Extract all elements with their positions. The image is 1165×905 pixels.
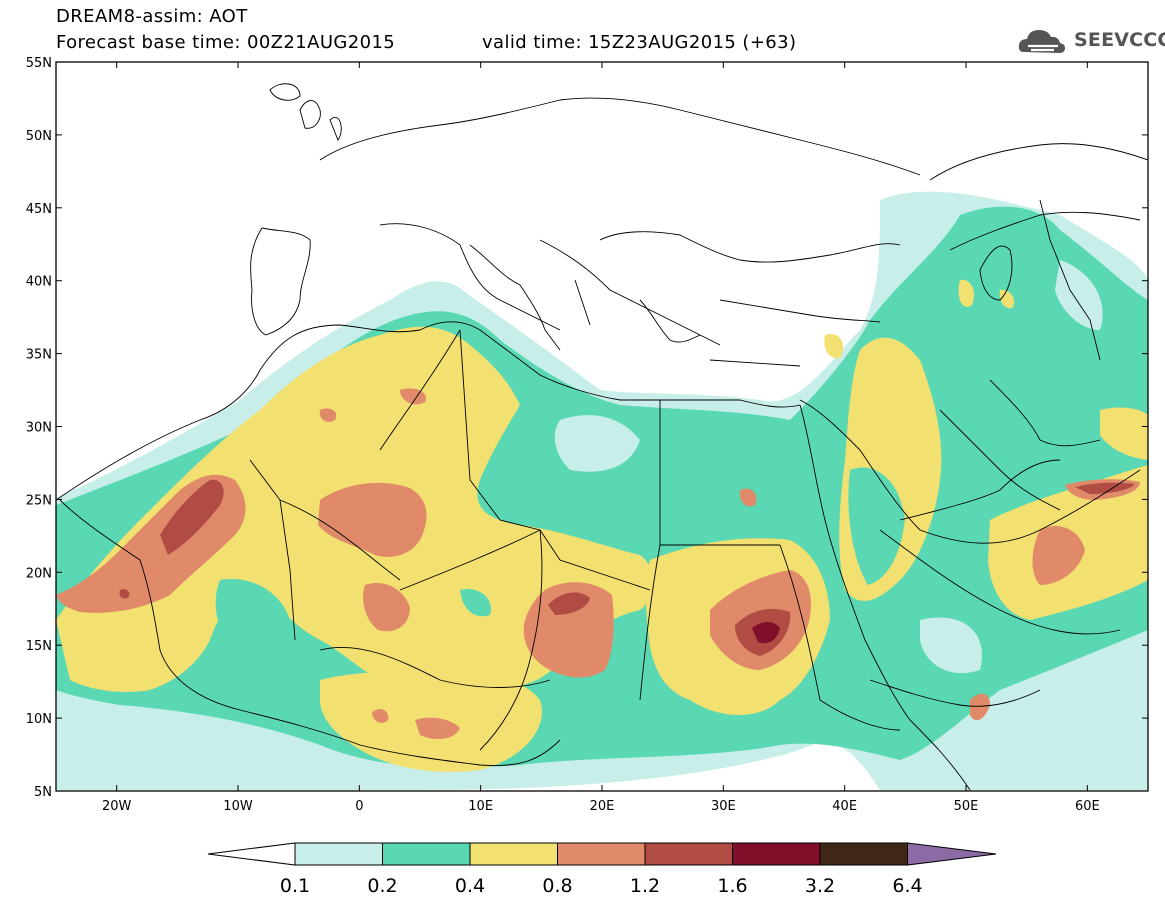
forecast-base-time: Forecast base time: 00Z21AUG2015 bbox=[56, 32, 396, 53]
colorbar-label: 0.1 bbox=[280, 875, 310, 897]
coastlines-borders bbox=[56, 83, 1148, 791]
colorbar-label: 1.2 bbox=[630, 875, 660, 897]
lat-tick-label: 50N bbox=[26, 129, 52, 144]
colorbar-label: 3.2 bbox=[805, 875, 835, 897]
logo-text: SEEVCCC bbox=[1074, 29, 1165, 51]
aot-contour-1.6 bbox=[752, 622, 780, 644]
lat-tick-label: 30N bbox=[26, 421, 52, 436]
colorbar-segment bbox=[732, 842, 821, 866]
lat-tick-label: 15N bbox=[26, 639, 52, 654]
colorbar-segment bbox=[819, 842, 908, 866]
lat-tick-label: 35N bbox=[26, 348, 52, 363]
colorbar-label: 6.4 bbox=[892, 875, 922, 897]
colorbar-segment bbox=[382, 842, 471, 866]
lat-tick-label: 45N bbox=[26, 202, 52, 217]
map-title: DREAM8-assim: AOT bbox=[56, 6, 248, 27]
lat-tick-label: 5N bbox=[34, 785, 52, 800]
lon-tick-label: 20W bbox=[102, 799, 132, 814]
lon-tick-label: 50E bbox=[954, 799, 979, 814]
colorbar-segment bbox=[557, 842, 646, 866]
colorbar-lower-extension bbox=[207, 842, 296, 866]
longitude-axis: 20W 10W 0 10E 20E 30E 40E 50E 60E bbox=[102, 62, 1100, 814]
aot-colorbar: 0.1 0.2 0.4 0.8 1.2 1.6 3.2 6.4 bbox=[207, 842, 997, 897]
lon-tick-label: 60E bbox=[1075, 799, 1100, 814]
valid-time: valid time: 15Z23AUG2015 (+63) bbox=[482, 32, 797, 53]
colorbar-segment bbox=[469, 842, 558, 866]
lat-tick-label: 25N bbox=[26, 493, 52, 508]
colorbar-label: 0.2 bbox=[367, 875, 397, 897]
colorbar-label: 1.6 bbox=[717, 875, 747, 897]
lon-tick-label: 0 bbox=[355, 799, 363, 814]
colorbar-segment bbox=[294, 842, 383, 866]
colorbar-upper-extension bbox=[907, 842, 997, 866]
lat-tick-label: 40N bbox=[26, 275, 52, 290]
lat-tick-label: 10N bbox=[26, 712, 52, 727]
colorbar-segment bbox=[644, 842, 733, 866]
lon-tick-label: 10E bbox=[468, 799, 493, 814]
lon-tick-label: 40E bbox=[832, 799, 857, 814]
cloud-icon bbox=[1018, 30, 1065, 53]
lon-tick-label: 30E bbox=[711, 799, 736, 814]
aot-contour-1.2 bbox=[160, 479, 224, 555]
latitude-axis: 55N 50N 45N 40N 35N 30N 25N 20N 15N 10N 5N bbox=[26, 56, 1148, 800]
lon-tick-label: 10W bbox=[223, 799, 253, 814]
colorbar-label: 0.4 bbox=[455, 875, 485, 897]
lon-tick-label: 20E bbox=[590, 799, 615, 814]
lat-tick-label: 20N bbox=[26, 566, 52, 581]
lat-tick-label: 55N bbox=[26, 56, 52, 71]
colorbar-label: 0.8 bbox=[542, 875, 572, 897]
aot-field bbox=[56, 62, 1148, 791]
